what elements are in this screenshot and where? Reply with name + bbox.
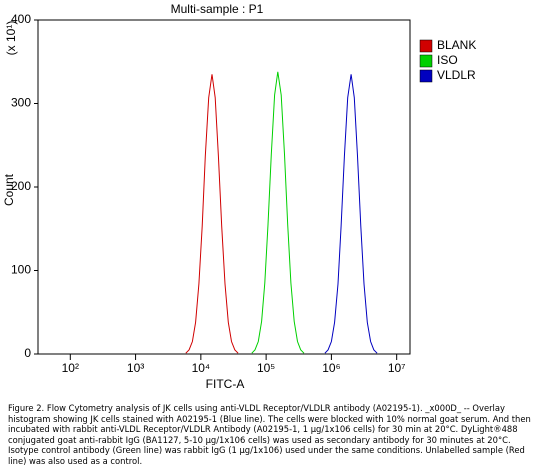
histogram-line bbox=[251, 71, 305, 354]
y-multiplier: (x 10¹) bbox=[4, 21, 18, 56]
legend-label: BLANK bbox=[437, 38, 476, 52]
y-tick-label: 200 bbox=[11, 179, 31, 193]
x-tick-label: 10² bbox=[62, 361, 79, 375]
legend-swatch bbox=[419, 54, 433, 68]
x-tick-label: 10³ bbox=[127, 361, 144, 375]
chart: Multi-sample : P1 FITC-A Count (x 10¹) 0… bbox=[2, 2, 476, 391]
legend-swatch bbox=[419, 39, 433, 53]
y-tick-label: 100 bbox=[11, 263, 31, 277]
x-tick-label: 10⁷ bbox=[388, 361, 406, 375]
histogram-line bbox=[324, 74, 378, 354]
x-axis-label: FITC-A bbox=[206, 377, 245, 391]
y-tick-label: 300 bbox=[11, 96, 31, 110]
legend-swatch bbox=[419, 69, 433, 83]
x-tick-label: 10⁵ bbox=[257, 361, 275, 375]
y-tick-label: 400 bbox=[11, 12, 31, 26]
chart-title: Multi-sample : P1 bbox=[171, 2, 264, 16]
x-tick-label: 10⁶ bbox=[322, 361, 340, 375]
histogram-line bbox=[185, 74, 239, 354]
caption: Figure 2. Flow Cytometry analysis of JK … bbox=[8, 403, 531, 466]
y-tick-label: 0 bbox=[24, 346, 31, 360]
y-axis-label: Count bbox=[2, 173, 16, 206]
legend-label: VLDLR bbox=[437, 68, 476, 82]
legend-label: ISO bbox=[437, 53, 458, 67]
x-tick-label: 10⁴ bbox=[192, 361, 211, 375]
plot-frame bbox=[37, 19, 411, 355]
